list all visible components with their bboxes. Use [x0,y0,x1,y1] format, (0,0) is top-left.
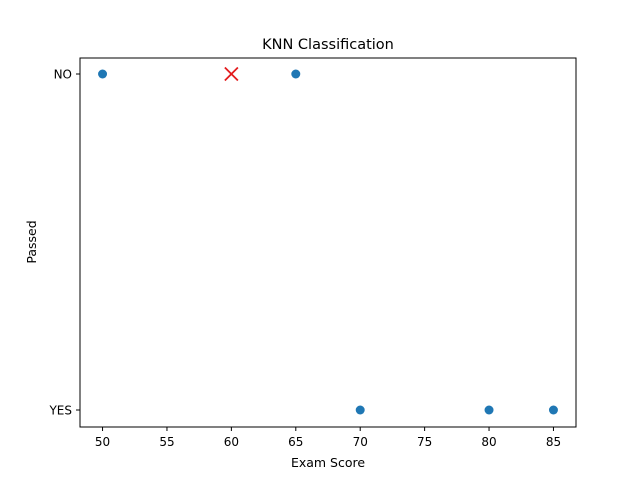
x-tick-label: 80 [481,435,496,449]
x-tick-label: 65 [288,435,303,449]
x-tick-label: 60 [224,435,239,449]
x-tick-label: 55 [159,435,174,449]
x-axis-ticks: 50 55 60 65 70 75 80 85 [95,427,561,449]
y-axis-ticks: YES NO [48,68,80,418]
chart-title: KNN Classification [262,37,394,53]
query-point-x-marker [224,66,239,82]
x-marker-stroke [224,66,239,82]
x-tick-label: 85 [546,435,561,449]
x-tick-label: 50 [95,435,110,449]
x-axis-label: Exam Score [291,455,365,470]
x-tick-label: 70 [353,435,368,449]
y-axis-label: Passed [24,220,39,263]
x-tick-label: 75 [417,435,432,449]
data-point [355,405,365,415]
data-point [291,69,301,79]
plot-area [98,66,558,415]
y-tick-label: YES [48,404,72,418]
y-tick-label: NO [54,68,72,82]
plot-frame [79,57,577,428]
data-point [484,405,494,415]
data-point [98,69,108,79]
data-point [548,405,558,415]
